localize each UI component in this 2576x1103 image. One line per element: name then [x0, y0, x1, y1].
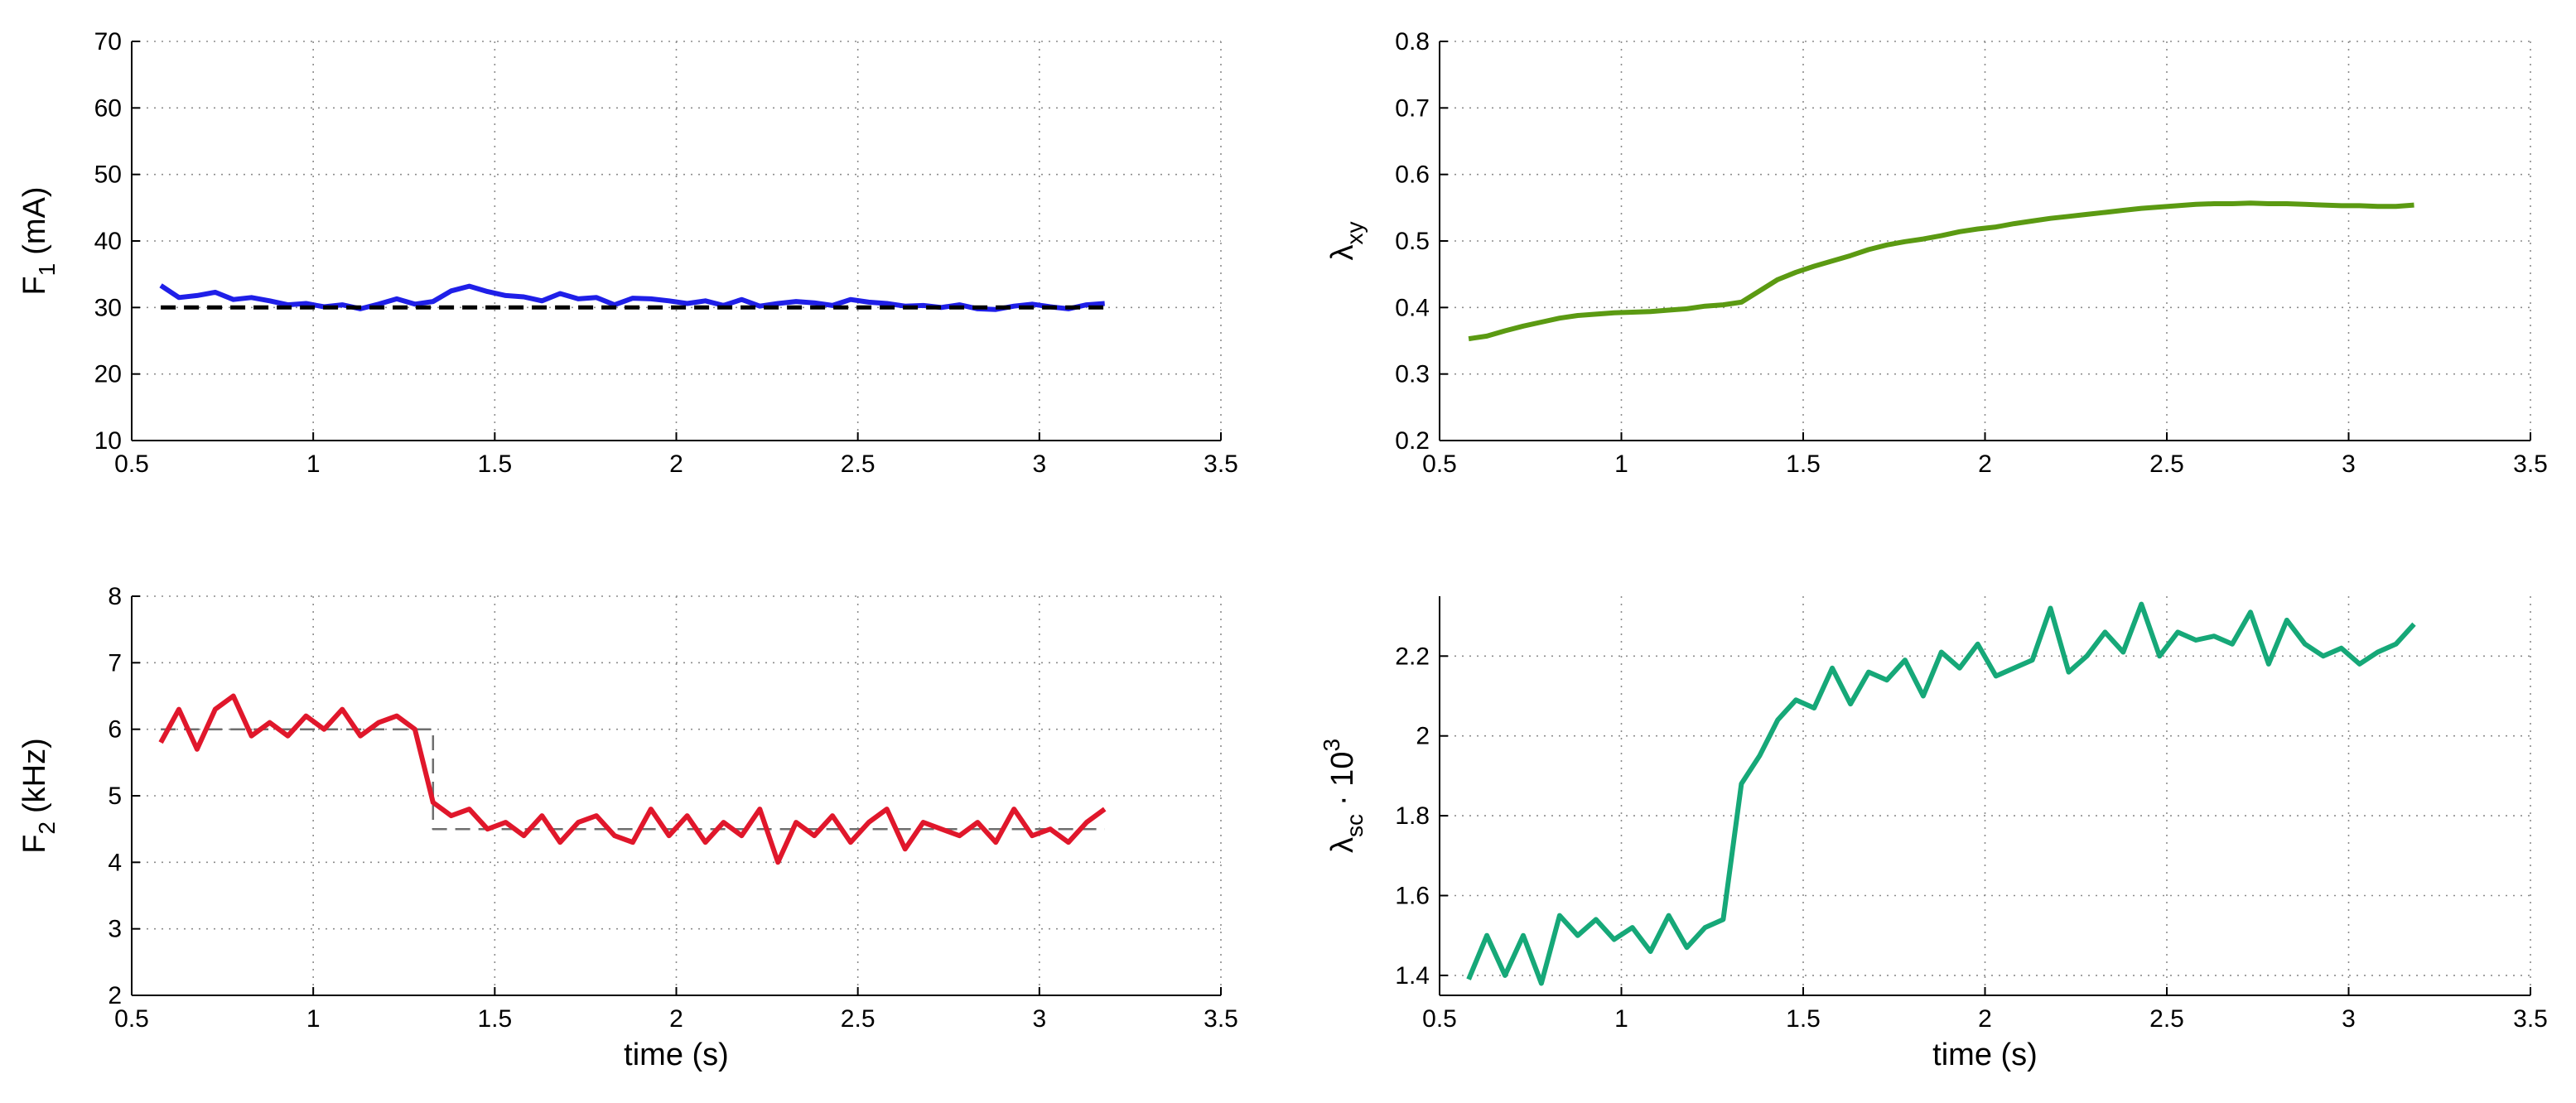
y-tick-label: 0.5	[1395, 228, 1430, 255]
reference-line	[161, 728, 1105, 831]
y-tick-label: 2	[1416, 723, 1430, 750]
x-tick-label: 2.5	[841, 450, 876, 478]
x-tick-label: 1.5	[477, 1005, 512, 1033]
y-tick-label: 50	[94, 161, 122, 189]
y-tick-label: 10	[94, 427, 122, 455]
label-suffix: (kHz)	[17, 738, 52, 813]
label-superscript: 3	[1319, 739, 1344, 752]
x-tick-label: 2	[669, 1005, 683, 1033]
data-line	[158, 693, 1107, 865]
subplot: 0.5 1 1.5 2 2.5 3 3.5 0.2 0.3 0.4 0.5 0.6 0.7 0.8 λxy	[1325, 28, 2548, 478]
label-suffix: (mA)	[17, 186, 52, 254]
y-tick-label: 0.3	[1395, 361, 1430, 388]
x-tick-label: 2	[669, 450, 683, 478]
x-tick-label: 3.5	[1204, 1005, 1238, 1033]
y-tick-label: 2	[108, 982, 122, 1009]
x-tick-label: 3	[1032, 450, 1046, 478]
label-subscript: 1	[34, 263, 60, 277]
y-tick-label: 0.8	[1395, 28, 1430, 55]
x-axis-label: time (s)	[1932, 1038, 2038, 1072]
x-tick-label: 1.5	[477, 450, 512, 478]
y-tick-label: 1.6	[1395, 883, 1430, 910]
x-tick-label: 3	[2342, 450, 2356, 478]
y-tick-label: 0.4	[1395, 294, 1430, 321]
y-tick-label: 7	[108, 649, 122, 677]
x-tick-label: 1	[1614, 450, 1628, 478]
x-tick-label: 3	[1032, 1005, 1046, 1033]
label-subscript: sc	[1342, 814, 1368, 837]
x-tick-label: 3.5	[2513, 1005, 2548, 1033]
y-tick-label: 0.2	[1395, 427, 1430, 455]
label-subscript: xy	[1342, 222, 1368, 245]
x-tick-label: 0.5	[1422, 450, 1457, 478]
label-text: λ	[1325, 837, 1360, 853]
x-tick-label: 3.5	[1204, 450, 1238, 478]
y-tick-label: 6	[108, 716, 122, 744]
x-tick-label: 1	[306, 450, 321, 478]
y-tick-label: 0.7	[1395, 94, 1430, 122]
y-tick-label: 1.4	[1395, 962, 1430, 990]
x-tick-label: 2	[1978, 450, 1992, 478]
label-subscript: 2	[34, 821, 60, 835]
y-tick-label: 60	[94, 94, 122, 122]
y-axis-label: F2 (kHz)	[17, 738, 60, 854]
x-tick-label: 1	[1614, 1005, 1628, 1033]
label-text: λ	[1325, 245, 1360, 261]
x-tick-label: 2.5	[841, 1005, 876, 1033]
y-tick-label: 0.6	[1395, 161, 1430, 189]
y-tick-label: 70	[94, 28, 122, 55]
y-tick-label: 8	[108, 583, 122, 610]
y-tick-label: 40	[94, 228, 122, 255]
data-line	[1466, 601, 2416, 986]
y-tick-label: 1.8	[1395, 802, 1430, 830]
y-tick-label: 30	[94, 294, 122, 321]
x-tick-label: 1	[306, 1005, 321, 1033]
x-tick-label: 0.5	[114, 1005, 149, 1033]
x-tick-label: 1.5	[1786, 1005, 1821, 1033]
y-tick-label: 20	[94, 361, 122, 388]
y-axis-label: F1 (mA)	[17, 186, 60, 295]
x-tick-label: 3.5	[2513, 450, 2548, 478]
label-text: F	[17, 276, 52, 295]
x-tick-label: 2	[1978, 1005, 1992, 1033]
x-tick-label: 3	[2342, 1005, 2356, 1033]
data-line	[1468, 200, 2414, 342]
x-tick-label: 0.5	[114, 450, 149, 478]
y-tick-label: 3	[108, 916, 122, 943]
y-tick-label: 2.2	[1395, 643, 1430, 670]
data-line	[159, 283, 1105, 312]
y-tick-label: 5	[108, 783, 122, 810]
x-tick-label: 1.5	[1786, 450, 1821, 478]
y-tick-label: 4	[108, 849, 122, 876]
label-suffix: · 10	[1325, 752, 1360, 806]
x-tick-label: 2.5	[2149, 1005, 2184, 1033]
x-axis-label: time (s)	[624, 1038, 729, 1072]
y-axis-label: λxy	[1325, 222, 1368, 261]
y-axis-label: λsc · 103	[1319, 739, 1368, 853]
x-tick-label: 0.5	[1422, 1005, 1457, 1033]
x-tick-label: 2.5	[2149, 450, 2184, 478]
label-text: F	[17, 835, 52, 854]
